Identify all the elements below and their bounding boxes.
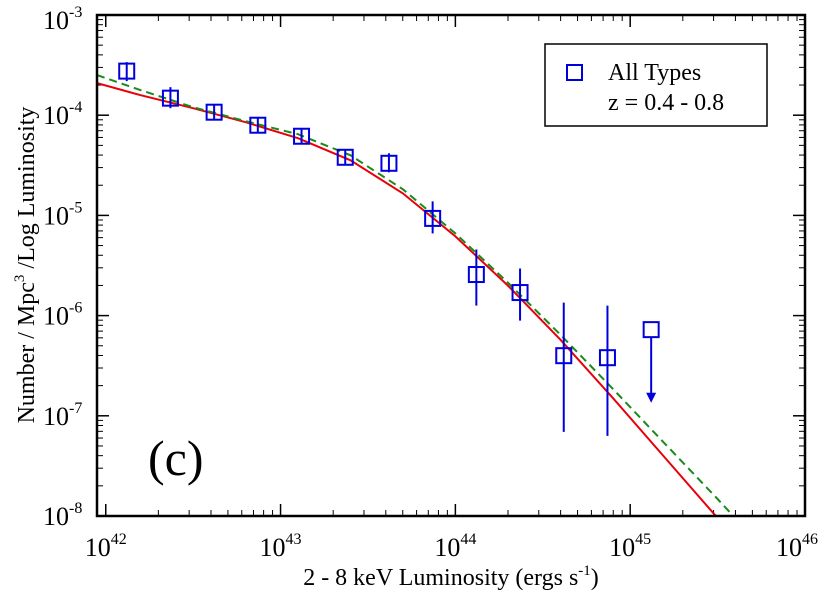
data-point [118, 62, 136, 80]
data-point [467, 266, 485, 284]
legend-marker [566, 64, 583, 81]
y-tick-label: 10-8 [43, 500, 82, 531]
x-tick-label: 1045 [609, 531, 651, 562]
data-points [118, 62, 660, 436]
y-axis-title: Number / Mpc3 /Log Luminosity [12, 107, 40, 424]
panel-label: (c) [148, 430, 204, 486]
data-point [424, 209, 442, 227]
y-tick-label: 10-3 [43, 4, 82, 35]
data-point [293, 127, 311, 145]
data-point [336, 148, 354, 166]
legend-subtitle: z = 0.4 - 0.8 [608, 90, 724, 116]
y-tick-label: 10-7 [43, 400, 82, 431]
x-tick-label: 1043 [260, 531, 302, 562]
data-point [511, 284, 529, 302]
upper-limit-arrow [646, 392, 657, 403]
data-point [380, 154, 398, 172]
y-tick-label: 10-4 [43, 99, 82, 130]
legend: All Types z = 0.4 - 0.8 [544, 43, 768, 127]
data-point [161, 89, 179, 107]
data-point [642, 321, 660, 339]
x-tick-label: 1046 [776, 531, 818, 562]
x-axis-title: 2 - 8 keV Luminosity (ergs s-1) [303, 563, 599, 591]
data-point [598, 349, 616, 367]
plot-frame [95, 13, 807, 518]
y-tick-label: 10-6 [43, 300, 82, 331]
x-tick-label: 1044 [434, 531, 476, 562]
legend-box [544, 43, 768, 127]
legend-entry: All Types [608, 60, 701, 86]
data-point [555, 347, 573, 365]
x-tick-label: 1042 [85, 531, 127, 562]
model-curve-dashed [97, 74, 735, 516]
tick-labels: 1042 1043 1044 1045 1046 10-3 10-4 10-5 10-6 10-7… [43, 4, 818, 562]
data-point [205, 103, 223, 121]
model-curves [97, 74, 735, 516]
data-point [249, 116, 267, 134]
model-curve-solid [97, 82, 718, 516]
y-tick-label: 10-5 [43, 199, 82, 230]
